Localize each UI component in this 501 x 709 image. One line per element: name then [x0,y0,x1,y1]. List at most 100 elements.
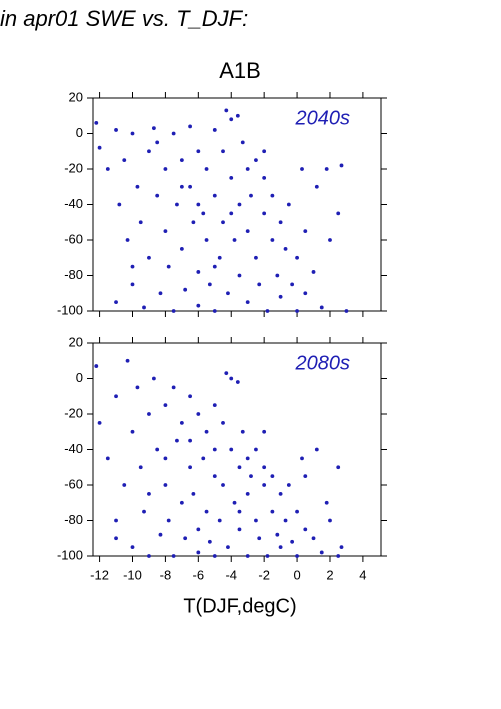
point [324,167,329,171]
point [221,420,225,425]
point [237,509,242,514]
point [262,483,267,487]
point [138,465,143,470]
point [175,202,179,207]
point [257,536,262,541]
point [171,385,176,390]
point [155,447,160,452]
point [147,149,151,154]
point [303,291,308,296]
point [179,246,184,251]
point [311,270,316,274]
point [283,518,288,523]
point [262,465,267,470]
point [235,113,240,118]
point [204,167,209,171]
point [204,429,209,434]
point [196,202,201,207]
point [290,282,295,287]
point [336,554,341,558]
point [130,131,135,136]
point [262,149,267,154]
point [94,120,99,125]
point [314,184,319,189]
point [171,131,176,136]
y-tick-label: -40 [64,196,83,211]
y-tick-label: -20 [64,405,83,420]
point [300,167,304,171]
point [142,305,146,310]
x-tick-label: -10 [123,567,142,582]
point [265,554,270,558]
point [303,229,308,234]
point [270,193,275,198]
point [114,518,118,523]
point [254,255,258,260]
x-tick-label: 2 [326,567,333,582]
point [97,420,102,425]
y-tick-label: 0 [76,370,83,385]
point [117,202,122,207]
y-tick-label: -80 [64,267,83,282]
point [221,149,225,154]
point [249,193,253,198]
point [212,474,217,479]
point [204,509,209,514]
point [204,238,209,242]
point [125,358,130,363]
x-axis-label: T(DJF,degC) [183,595,296,617]
point [196,149,201,154]
point [245,456,250,461]
point [212,264,217,269]
point [183,287,188,292]
point [237,527,242,532]
point [221,220,225,225]
panel-label: 2080s [295,352,351,374]
point [158,532,163,537]
point [262,429,267,434]
point [226,545,230,550]
point [270,474,275,479]
point [286,483,291,487]
y-tick-label: 0 [76,125,83,140]
point [262,175,267,180]
point [295,509,299,514]
point [275,532,280,537]
point [135,385,140,390]
point [328,518,332,523]
point [155,193,160,198]
y-tick-label: -100 [57,547,83,562]
point [245,229,250,234]
point [319,305,324,310]
point [254,158,258,163]
point [311,536,316,541]
point [179,184,184,189]
point [217,255,222,260]
point [240,140,245,145]
point [254,447,258,452]
point [336,211,341,216]
point [278,491,283,496]
point [270,238,275,242]
point [130,282,135,287]
point [201,211,206,216]
point [212,554,217,558]
point [237,465,242,470]
point [179,500,184,505]
point [295,309,299,313]
point [245,300,250,305]
point [122,158,127,163]
point [339,545,344,550]
point [229,175,234,180]
point [130,545,135,550]
point [328,238,332,242]
point [278,294,283,299]
point [278,545,283,550]
point [303,527,308,532]
point [226,291,230,296]
point [245,554,250,558]
point [183,536,188,541]
point [179,158,184,163]
